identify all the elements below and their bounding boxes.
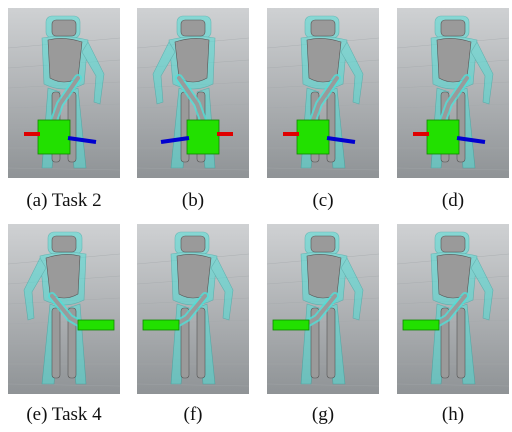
green-plate <box>142 319 180 331</box>
robot-arm-core <box>439 76 469 128</box>
panel-b-image <box>137 8 249 178</box>
green-plate <box>402 319 440 331</box>
robot-figure <box>23 231 115 385</box>
green-plate <box>77 319 115 331</box>
axis-blue <box>456 136 486 144</box>
caption-f: (f) <box>183 404 203 425</box>
panel-e-render <box>8 224 120 394</box>
floor-grid <box>397 253 509 387</box>
robot-figure <box>402 231 494 385</box>
panel-e-image <box>8 224 120 394</box>
panel-b-render <box>137 8 249 178</box>
caption-g: (g) <box>311 404 335 425</box>
panel-f-render <box>137 224 249 394</box>
green-box <box>296 119 330 155</box>
caption-c: (c) <box>312 190 334 211</box>
green-box <box>426 119 460 155</box>
robot-arm-core <box>50 76 80 128</box>
robot-figure <box>24 15 105 169</box>
robot-figure <box>283 15 364 169</box>
panel-a-image <box>8 8 120 178</box>
caption-h: (h) <box>441 404 465 425</box>
panel-g-render <box>267 224 379 394</box>
caption-d: (d) <box>441 190 465 211</box>
panel-f-image <box>137 224 249 394</box>
robot-figure <box>413 15 494 169</box>
panel-h-image <box>397 224 509 394</box>
caption-e: (e) Task 4 <box>26 404 102 425</box>
axis-blue <box>67 136 97 144</box>
panel-d-render <box>397 8 509 178</box>
panel-a-render <box>8 8 120 178</box>
robot-arm-core <box>309 76 339 128</box>
panel-c-image <box>267 8 379 178</box>
caption-a: (a) Task 2 <box>26 190 102 211</box>
robot-arm-core <box>177 76 207 128</box>
robot-figure <box>142 231 234 385</box>
panel-g-image <box>267 224 379 394</box>
green-box <box>186 119 220 155</box>
robot-figure <box>152 15 233 169</box>
panel-c-render <box>267 8 379 178</box>
panel-d-image <box>397 8 509 178</box>
robot-figure <box>272 231 364 385</box>
axis-blue <box>160 136 190 144</box>
green-box <box>37 119 71 155</box>
robot-body <box>436 235 472 379</box>
robot-body <box>45 235 81 379</box>
caption-b: (b) <box>181 190 205 211</box>
panel-h-render <box>397 224 509 394</box>
green-plate <box>272 319 310 331</box>
axis-blue <box>326 136 356 144</box>
